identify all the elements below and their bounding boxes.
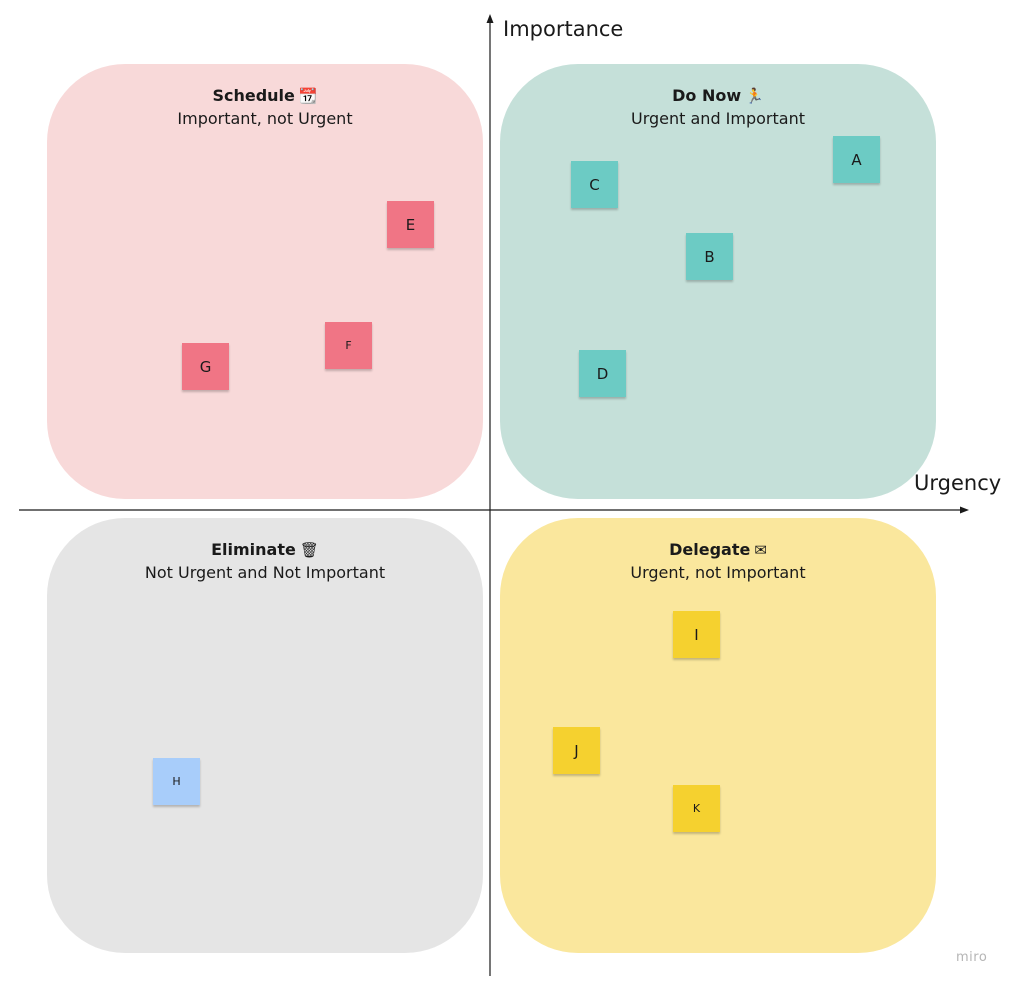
quadrant-subtitle: Important, not Urgent [177, 109, 353, 128]
trash-icon: 🗑 [299, 541, 319, 559]
quadrant-schedule: Schedule 📆 Important, not Urgent [47, 64, 483, 499]
urgency-arrow-icon [960, 506, 969, 514]
importance-axis-label: Importance [503, 17, 624, 41]
urgency-axis-label: Urgency [914, 471, 1002, 495]
sticky-note-f[interactable]: F [325, 322, 372, 369]
sticky-note-b[interactable]: B [686, 233, 733, 280]
quadrant-subtitle: Urgent, not Important [630, 563, 806, 582]
sticky-note-j[interactable]: J [553, 727, 600, 774]
quadrant-title: Eliminate 🗑 [211, 540, 319, 559]
sticky-note-k[interactable]: K [673, 785, 720, 832]
miro-logo: miro [956, 950, 988, 965]
quadrant-title: Delegate ✉ [669, 540, 767, 559]
envelope-icon: ✉ [754, 541, 767, 559]
sticky-note-h[interactable]: H [153, 758, 200, 805]
sticky-note-e[interactable]: E [387, 201, 434, 248]
sticky-note-a[interactable]: A [833, 136, 880, 183]
sticky-note-i[interactable]: I [673, 611, 720, 658]
runner-icon: 🏃 [745, 87, 764, 105]
sticky-note-c[interactable]: C [571, 161, 618, 208]
quadrant-eliminate: Eliminate 🗑 Not Urgent and Not Important [47, 518, 483, 953]
quadrant-title: Schedule 📆 [212, 86, 318, 105]
sticky-note-d[interactable]: D [579, 350, 626, 397]
quadrant-subtitle: Urgent and Important [630, 109, 805, 128]
calendar-icon: 📆 [298, 87, 318, 105]
importance-arrow-icon [486, 14, 494, 23]
quadrant-title: Do Now 🏃 [672, 86, 764, 105]
sticky-note-g[interactable]: G [182, 343, 229, 390]
quadrant-subtitle: Not Urgent and Not Important [144, 563, 386, 582]
